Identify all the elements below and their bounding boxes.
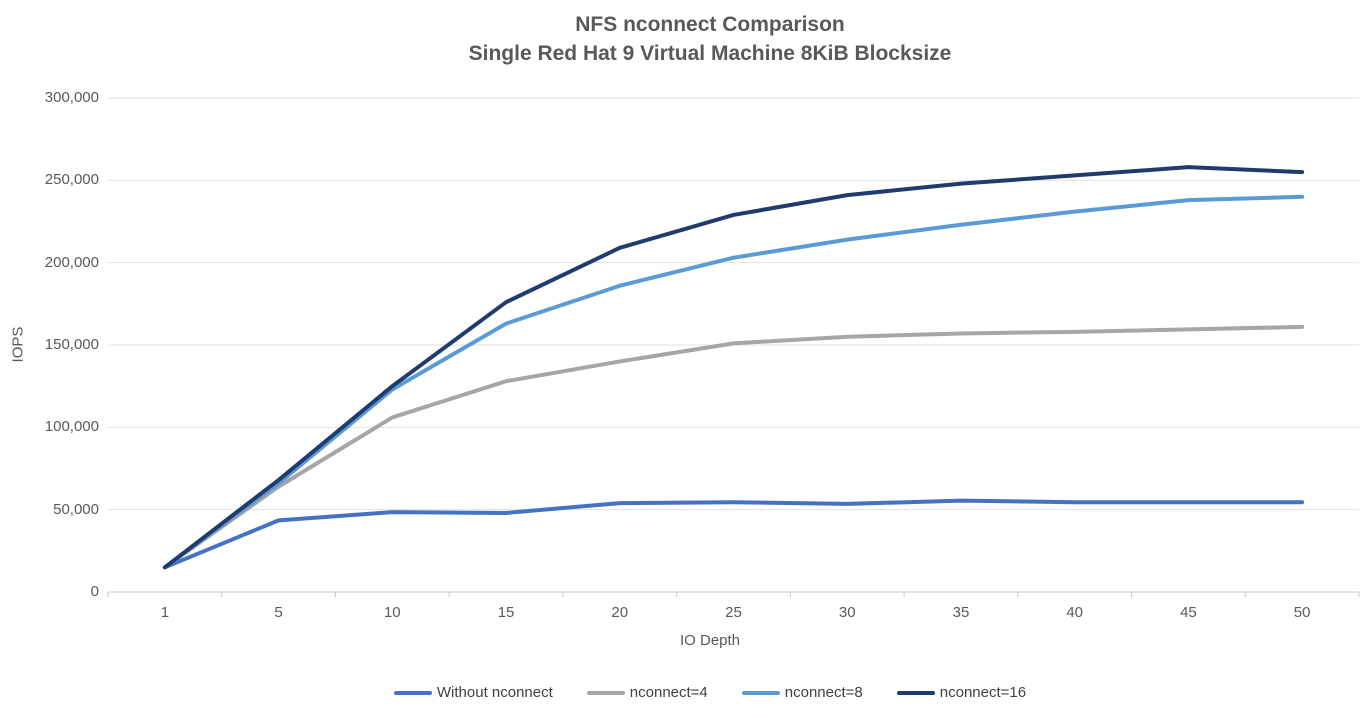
legend-line-swatch-icon xyxy=(896,690,935,695)
series-line-without-nconnect xyxy=(162,498,1305,570)
legend-label: nconnect=8 xyxy=(784,684,863,701)
legend-label: nconnect=4 xyxy=(629,684,708,701)
y-tick-label: 50,000 xyxy=(53,500,99,518)
y-tick-label: 300,000 xyxy=(44,89,99,106)
legend-item-nconnect-8: nconnect=8 xyxy=(741,684,863,701)
legend-item-nconnect-4: nconnect=4 xyxy=(586,684,708,701)
x-axis-title: IO Depth xyxy=(679,632,741,649)
y-tick-label: 250,000 xyxy=(44,171,99,189)
x-tick-label: 20 xyxy=(611,604,629,621)
y-tick-label: 100,000 xyxy=(44,418,99,436)
legend-item-without-nconnect: Without nconnect xyxy=(393,684,553,701)
legend-line-swatch-icon xyxy=(741,690,780,695)
x-tick-label: 1 xyxy=(160,604,170,621)
series-line-nconnect-4 xyxy=(162,324,1305,570)
chart-title-line2: Single Red Hat 9 Virtual Machine 8KiB Bl… xyxy=(468,42,952,65)
x-tick-label: 5 xyxy=(274,604,283,621)
legend-label: nconnect=16 xyxy=(939,684,1027,701)
legend-label: Without nconnect xyxy=(436,684,553,701)
x-tick-label: 30 xyxy=(838,604,856,621)
x-tick-label: 25 xyxy=(725,604,742,621)
chart-title-line1: NFS nconnect Comparison xyxy=(575,13,845,36)
y-tick-label: 0 xyxy=(90,583,99,600)
x-tick-label: 40 xyxy=(1066,604,1084,621)
legend-line-swatch-icon xyxy=(393,690,432,695)
chart-title: NFS nconnect Comparison Single Red Hat 9… xyxy=(30,10,1365,68)
x-tick-label: 15 xyxy=(497,604,515,621)
x-tick-label: 50 xyxy=(1293,604,1311,621)
y-axis-title: IOPS xyxy=(9,326,27,363)
series-line-nconnect-16 xyxy=(162,165,1305,570)
series-line-nconnect-8 xyxy=(162,194,1305,570)
x-tick-label: 35 xyxy=(952,604,970,621)
x-tick-label: 45 xyxy=(1180,604,1197,621)
chart-legend: Without nconnect nconnect=4 nconnect=8 ncon… xyxy=(30,684,1365,701)
y-tick-label: 150,000 xyxy=(44,336,99,353)
x-tick-label: 10 xyxy=(383,604,401,621)
legend-item-nconnect-16: nconnect=16 xyxy=(896,684,1027,701)
y-tick-label: 200,000 xyxy=(44,253,99,271)
legend-line-swatch-icon xyxy=(586,690,625,695)
